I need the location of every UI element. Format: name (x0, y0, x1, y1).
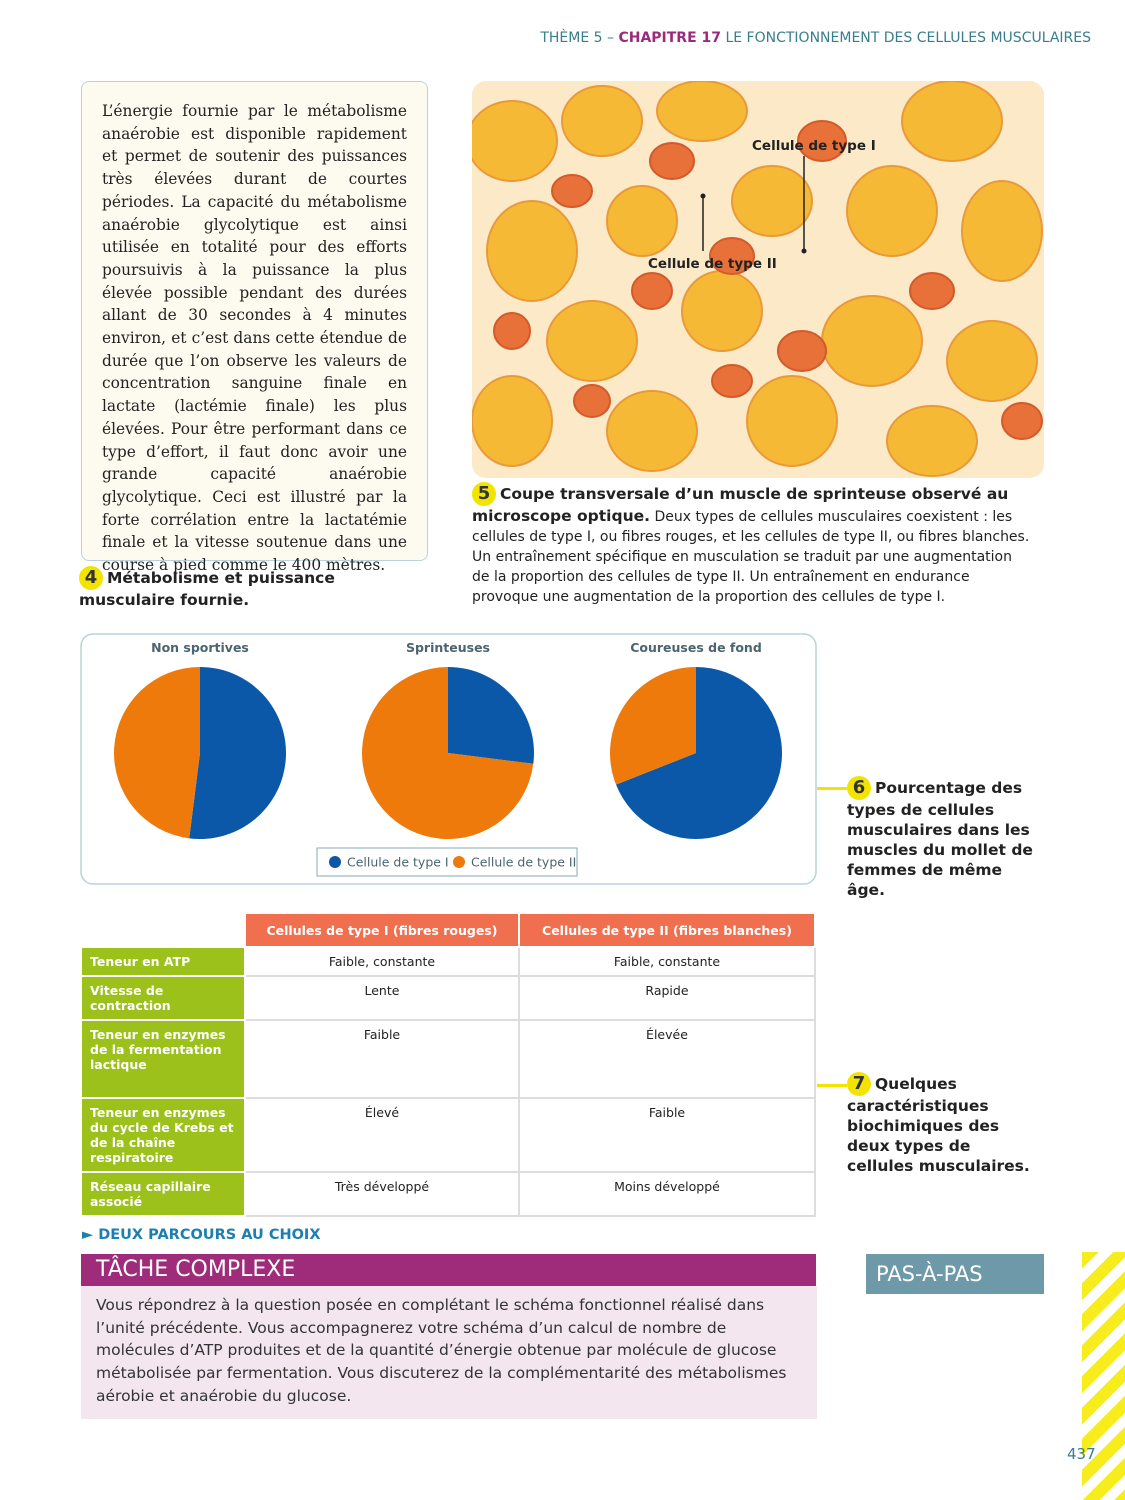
task-title: TÂCHE COMPLEXE (81, 1254, 816, 1286)
page-number: 437 (1067, 1445, 1096, 1463)
kicker-text: DEUX PARCOURS AU CHOIX (98, 1227, 321, 1243)
cell: Rapide (517, 975, 817, 1021)
chapter: CHAPITRE 17 (618, 30, 721, 46)
caption: Métabolisme et puissance musculaire four… (79, 569, 335, 609)
column-header: Cellules de type I (fibres rouges) (244, 912, 520, 948)
pie-slice (616, 667, 783, 839)
kicker: ► DEUX PARCOURS AU CHOIX (82, 1227, 321, 1243)
decor-stripes (1082, 1252, 1125, 1500)
doc-number: 6 (847, 776, 871, 800)
row-label: Teneur en enzymes du cycle de Krebs et d… (80, 1097, 246, 1173)
cell: Faible, constante (517, 946, 817, 977)
step-button[interactable]: PAS-À-PAS (866, 1254, 1044, 1294)
cell: Faible, constante (244, 946, 520, 977)
doc-number: 7 (847, 1072, 871, 1096)
doc4-text: L’énergie fournie par le métabolisme ana… (81, 81, 428, 574)
cell: Faible (517, 1097, 817, 1173)
caption: Deux types de cellules musculaires coexi… (472, 509, 1030, 605)
pie-slice (448, 667, 534, 764)
legend-label: Cellule de type II (471, 855, 576, 870)
doc6-caption: 6 Pourcentage des types de cellules muscu… (847, 776, 1037, 900)
pie-slice (362, 667, 534, 839)
pie-title: Coureuses de fond (630, 640, 762, 655)
pie-slice (610, 667, 696, 785)
pie-slice (189, 667, 286, 839)
task-text: Vous répondrez à la question posée en co… (81, 1286, 817, 1419)
row-label: Teneur en ATP (80, 946, 246, 977)
legend-label: Cellule de type I (347, 855, 449, 870)
doc-number: 5 (472, 482, 496, 506)
cell: Moins développé (517, 1171, 817, 1217)
header: THÈME 5 – CHAPITRE 17 LE FONCTIONNEMENT … (540, 30, 1091, 46)
doc7-caption: 7 Quelques caractéristiques biochimiques … (847, 1072, 1037, 1176)
label: Cellule de type II (648, 256, 777, 272)
doc5-caption: 5 Coupe transversale d’un muscle de sprin… (472, 482, 1032, 607)
row-label: Réseau capillaire associé (80, 1171, 246, 1217)
legend-swatch (329, 856, 341, 868)
doc4-caption: 4 Métabolisme et puissance musculaire fou… (79, 566, 424, 610)
theme: THÈME 5 – (540, 30, 614, 46)
cell: Élevé (244, 1097, 520, 1173)
table-row: Teneur en enzymes du cycle de Krebs et d… (80, 1097, 817, 1173)
caption: Quelques caractéristiques biochimiques d… (847, 1075, 1030, 1175)
micrograph: Cellule de type I Cellule de type II (472, 81, 1044, 478)
cell: Très développé (244, 1171, 520, 1217)
cell: Lente (244, 975, 520, 1021)
connector (817, 787, 847, 790)
pie-title: Sprinteuses (406, 640, 490, 655)
pie-title: Non sportives (151, 640, 249, 655)
table-row: Vitesse de contraction Lente Rapide (80, 975, 817, 1021)
legend-swatch (453, 856, 465, 868)
column-header: Cellules de type II (fibres blanches) (517, 912, 817, 948)
pie-charts: Non sportives Sprinteuses Coureuses de fon… (80, 633, 817, 885)
connector (817, 1084, 847, 1087)
table-row: Teneur en enzymes de la fermentation lac… (80, 1019, 817, 1099)
doc-number: 4 (79, 566, 103, 590)
pie-slice (113, 667, 200, 839)
corner (80, 912, 246, 948)
table-row: Réseau capillaire associé Très développé M… (80, 1171, 817, 1217)
label: Cellule de type I (752, 138, 876, 154)
row-label: Teneur en enzymes de la fermentation lac… (80, 1019, 246, 1099)
chapter-title: LE FONCTIONNEMENT DES CELLULES MUSCULAIR… (725, 30, 1091, 46)
cell: Élevée (517, 1019, 817, 1099)
table-row: Teneur en ATP Faible, constante Faible, co… (80, 946, 817, 977)
cell: Faible (244, 1019, 520, 1099)
caption: Pourcentage des types de cellules muscul… (847, 779, 1033, 899)
row-label: Vitesse de contraction (80, 975, 246, 1021)
header-row: Cellules de type I (fibres rouges) Cellul… (80, 912, 817, 948)
caption-bold: Coupe transversale d’un muscle de sprint… (472, 485, 1009, 525)
table: Cellules de type I (fibres rouges) Cellul… (80, 912, 817, 1217)
